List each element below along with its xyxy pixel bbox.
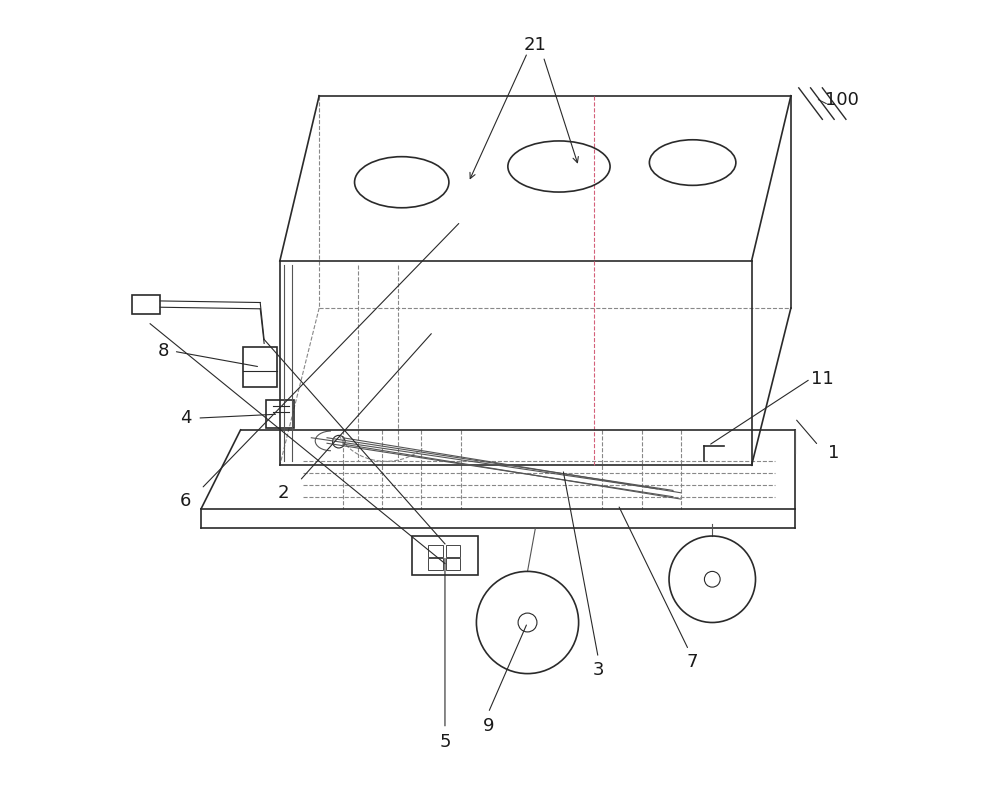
Text: 2: 2: [278, 484, 290, 502]
Text: 100: 100: [825, 91, 859, 109]
Text: 7: 7: [687, 653, 698, 671]
Text: 11: 11: [811, 370, 834, 387]
Text: 21: 21: [524, 36, 547, 54]
Text: 8: 8: [158, 342, 169, 361]
Text: 4: 4: [180, 409, 191, 427]
Text: 9: 9: [482, 717, 494, 735]
Text: 1: 1: [828, 444, 840, 462]
Text: 5: 5: [439, 733, 451, 751]
Text: 3: 3: [593, 660, 604, 679]
Text: 6: 6: [180, 492, 191, 510]
